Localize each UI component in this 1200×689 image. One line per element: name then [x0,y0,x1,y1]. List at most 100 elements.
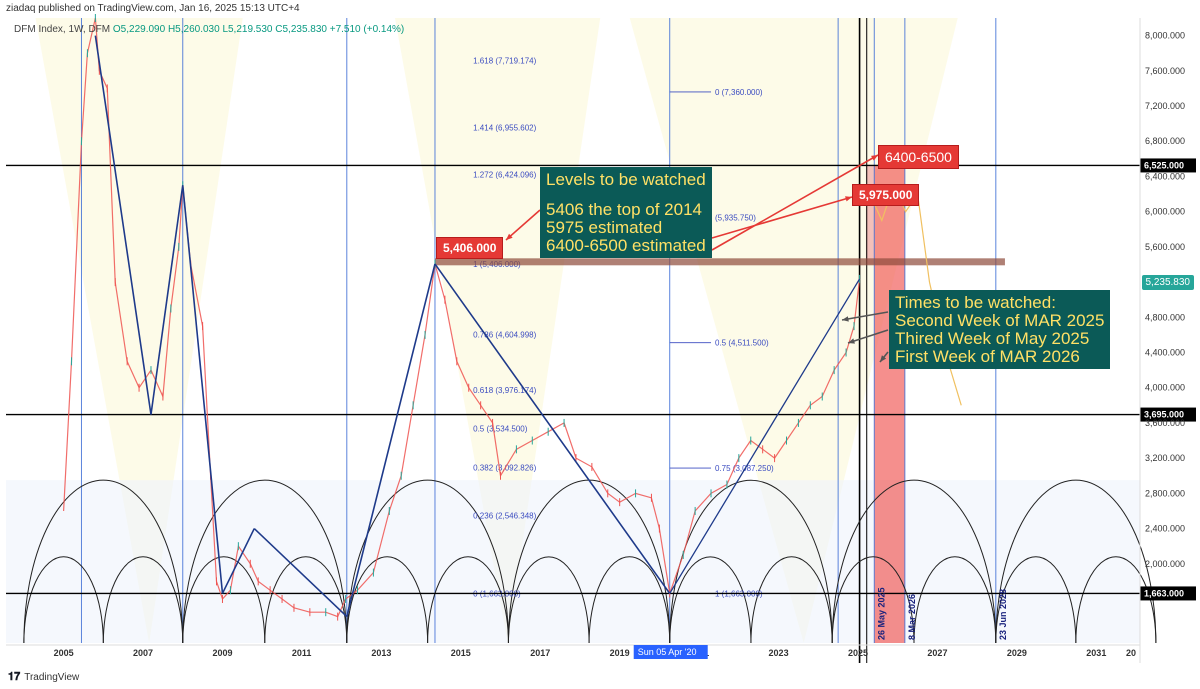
arrow-to-5975-head [845,196,852,202]
symbol-name: DFM Index, 1W, DFM [14,24,111,35]
level-box-2 [1140,586,1196,601]
x-tick-10: 2025 [848,648,868,658]
fib2014-label-4: 0.786 (4,604.998) [473,330,536,339]
big-arc-0 [23,479,184,644]
levels-line-2: 5406 the top of 2014 [546,199,702,219]
y-tick-13: 2,400.000 [1145,524,1185,534]
trend-line-2020 [669,278,861,594]
arrow-to-5975 [711,196,853,239]
times-line-0: Times to be watched: [895,293,1056,312]
times-line-3: First Week of MAR 2026 [895,346,1080,366]
fib2014-label-2: 1.272 (6,424.096) [473,170,536,179]
level-label-2: 1,663.000 [1144,588,1184,598]
level-box-0 [1140,158,1196,173]
arrow-time-1-head [842,316,849,322]
small-arc-3-1 [588,556,671,644]
date-label-0: 26 May 2025 [876,587,886,640]
footer-brand: 𝟏𝟕 TradingView [8,671,79,684]
x-marker-box [633,645,708,659]
lower-band [6,480,1140,643]
small-arc-5-0 [831,556,915,644]
fib2020-label-1: (5,935.750) [715,213,756,222]
arrow-to-5406 [505,209,541,241]
trend-line-5 [346,263,436,617]
fib2014-label-5: 0.618 (3,976.174) [473,386,536,395]
arrow-to-target-head [871,155,878,161]
fib2020-label-0: 0 (7,360.000) [715,88,763,97]
publish-info: ziadaq published on TradingView.com, Jan… [6,3,300,14]
current-price-box: 5,235.830 [1141,275,1194,290]
x-tick-1: 2007 [133,648,153,658]
fib2014-label-1: 1.414 (6,955.602) [473,124,536,133]
small-arc-2-1 [427,556,509,644]
y-tick-2: 7,200.000 [1145,101,1185,111]
trend-line-0 [94,35,152,415]
fib2020-label-2: 0.5 (4,511.500) [715,339,769,348]
x-tick-12: 2029 [1007,648,1027,658]
arrow-to-5406-head [506,233,513,240]
x-tick-7: 2019 [610,648,630,658]
label-top-2014: 5,406.000 [436,237,504,259]
brand-name: TradingView [24,672,80,683]
y-tick-6: 5,600.000 [1145,242,1185,252]
small-arc-4-1 [750,556,833,644]
x-tick-9: 2023 [769,648,789,658]
x-tick-2: 2009 [212,648,232,658]
top-2014-band [434,258,1005,266]
small-arc-0-0 [23,556,104,644]
levels-line-4: 6400-6500 estimated [546,235,706,255]
time-zone-red [874,165,905,643]
trend-lines [94,35,861,618]
big-arc-6 [995,479,1157,644]
y-tick-8: 4,400.000 [1145,348,1185,358]
trend-line-1 [150,185,184,415]
level-label-0: 6,525.000 [1144,160,1184,170]
x-tick-4: 2013 [371,648,391,658]
y-tick-3: 6,800.000 [1145,136,1185,146]
y-tick-0: 8,000.000 [1145,31,1185,41]
annotation-arrows [505,154,889,363]
x-marker-label: Sun 05 Apr '20 [638,647,697,657]
x-tick-3: 2011 [292,648,312,658]
arrow-to-target [711,154,879,251]
fib2014-label-8: 0.236 (2,546.348) [473,512,536,521]
arrow-time-2 [847,329,889,344]
arrow-time-2-head [848,338,855,344]
small-arc-4-0 [669,556,752,644]
times-callout: Times to be watched: Second Week of MAR … [889,290,1111,370]
times-line-2: Thired Week of May 2025 [895,328,1090,348]
label-estimated: 5,975.000 [852,184,920,206]
small-arc-1-1 [264,556,348,644]
time-zone-light [865,165,875,265]
fib2014-label-6: 0.5 (3,534.500) [473,425,528,434]
trend-line-6 [434,263,671,594]
small-arc-2-0 [346,556,429,644]
levels-line-3: 5975 estimated [546,217,663,237]
small-arc-3-0 [507,556,590,644]
y-tick-14: 2,000.000 [1145,559,1185,569]
date-label-2: 23 Jun 2028 [998,589,1008,640]
y-tick-11: 3,200.000 [1145,453,1185,463]
series-dfm-index [63,17,861,618]
y-tick-12: 2,800.000 [1145,488,1185,498]
fib2014-label-0: 1.618 (7,719.174) [473,56,536,65]
small-arc-5-1 [913,556,997,644]
x-tick-6: 2017 [530,648,550,658]
date-label-1: 8 Mar 2026 [907,594,917,640]
y-tick-4: 6,400.000 [1145,171,1185,181]
x-tick-14: 20 [1126,648,1136,658]
levels-callout: Levels to be watched 5406 the top of 201… [540,167,712,259]
small-arc-1-0 [182,556,266,644]
y-tick-10: 3,600.000 [1145,418,1185,428]
arrow-time-3-head [880,355,887,362]
x-tick-11: 2027 [927,648,947,658]
arrow-time-1 [841,311,889,321]
trend-line-4 [253,527,348,618]
label-target: 6400-6500 [878,145,959,169]
y-tick-5: 6,000.000 [1145,207,1185,217]
y-tick-1: 7,600.000 [1145,66,1185,76]
level-label-1: 3,695.000 [1144,410,1184,420]
level-box-1 [1140,407,1196,422]
levels-line-0: Levels to be watched [546,170,706,189]
trend-line-3 [221,528,255,594]
